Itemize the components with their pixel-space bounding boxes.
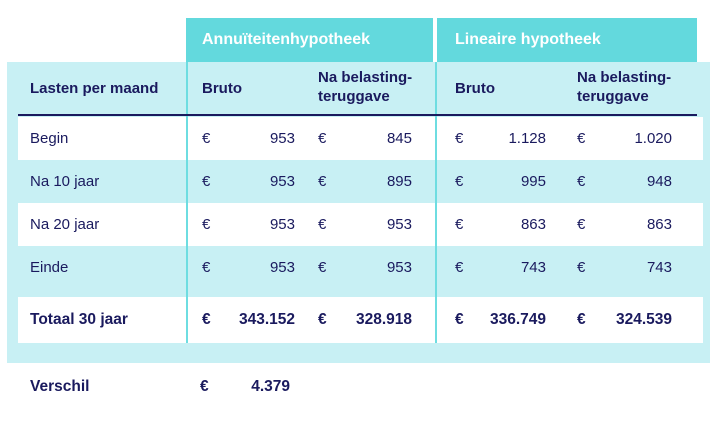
amount-annuity-bruto: 953	[269, 130, 295, 147]
difference-row: Verschil €4.379	[0, 372, 717, 402]
row-label: Na 20 jaar	[30, 216, 100, 233]
amount-annuity-net: 845	[386, 130, 412, 147]
euro-sign: €	[318, 130, 327, 147]
total-linear-bruto: 336.749	[489, 311, 546, 328]
difference-row-label: Verschil	[30, 378, 90, 395]
euro-sign: €	[577, 216, 586, 233]
amount-annuity-net: 953	[386, 216, 412, 233]
table-row-begin: Begin €953 €845 €1.128 €1.020	[0, 117, 717, 160]
group-header-linear: Lineaire hypotheek	[437, 18, 697, 62]
euro-sign: €	[202, 173, 211, 190]
amount-linear-net: 948	[646, 173, 672, 190]
row-background-na20jaar	[18, 203, 703, 246]
amount-annuity-net: 953	[386, 259, 412, 276]
euro-sign: €	[455, 311, 464, 328]
vertical-divider-left	[186, 62, 188, 343]
row-background-begin	[18, 117, 703, 160]
table-row-na-20-jaar: Na 20 jaar €953 €953 €863 €863	[0, 203, 717, 246]
total-annuity-bruto: 343.152	[238, 311, 295, 328]
group-header-linear-label: Lineaire hypotheek	[455, 31, 601, 48]
subheader-net-linear: Na belasting-teruggave	[577, 69, 672, 105]
euro-sign: €	[318, 216, 327, 233]
header-underline	[18, 114, 697, 116]
euro-sign: €	[455, 216, 464, 233]
row-label: Einde	[30, 259, 69, 276]
euro-sign: €	[577, 259, 586, 276]
amount-linear-bruto: 995	[520, 173, 546, 190]
euro-sign: €	[577, 311, 586, 328]
subheader-bruto-annuity: Bruto	[202, 79, 242, 97]
row-label: Na 10 jaar	[30, 173, 100, 190]
amount-linear-bruto: 743	[520, 259, 546, 276]
subheader-bruto-linear: Bruto	[455, 79, 495, 97]
euro-sign: €	[455, 173, 464, 190]
euro-sign: €	[577, 130, 586, 147]
table-row-einde: Einde €953 €953 €743 €743	[0, 246, 717, 289]
amount-annuity-bruto: 953	[269, 259, 295, 276]
euro-sign: €	[318, 259, 327, 276]
row-label: Begin	[30, 130, 69, 147]
euro-sign: €	[202, 130, 211, 147]
amount-annuity-net: 895	[386, 173, 412, 190]
total-annuity-net: 328.918	[355, 311, 412, 328]
total-linear-net: 324.539	[615, 311, 672, 328]
group-header-annuity-label: Annuïteitenhypotheek	[202, 31, 371, 48]
euro-sign: €	[202, 311, 211, 328]
euro-sign: €	[318, 311, 327, 328]
euro-sign: €	[455, 130, 464, 147]
amount-annuity-bruto: 953	[269, 173, 295, 190]
amount-linear-net: 1.020	[634, 130, 672, 147]
column-header-row: Lasten per maand Bruto Na belasting-teru…	[0, 62, 717, 114]
amount-linear-net: 743	[646, 259, 672, 276]
amount-annuity-bruto: 953	[269, 216, 295, 233]
euro-sign: €	[455, 259, 464, 276]
euro-sign: €	[202, 259, 211, 276]
table-row-na-10-jaar: Na 10 jaar €953 €895 €995 €948	[0, 160, 717, 203]
table-row-total: Totaal 30 jaar €343.152 €328.918 €336.74…	[0, 297, 717, 343]
amount-linear-net: 863	[646, 216, 672, 233]
amount-linear-bruto: 1.128	[508, 130, 546, 147]
corner-header-label: Lasten per maand	[30, 79, 159, 97]
group-header-annuity: Annuïteitenhypotheek	[186, 18, 433, 62]
euro-sign: €	[577, 173, 586, 190]
euro-sign: €	[200, 378, 209, 395]
total-row-label: Totaal 30 jaar	[30, 311, 128, 328]
euro-sign: €	[318, 173, 327, 190]
euro-sign: €	[202, 216, 211, 233]
subheader-net-annuity: Na belasting-teruggave	[318, 69, 413, 105]
difference-amount: 4.379	[251, 378, 290, 395]
amount-linear-bruto: 863	[520, 216, 546, 233]
row-background-total	[18, 297, 703, 343]
vertical-divider-middle	[435, 62, 437, 343]
